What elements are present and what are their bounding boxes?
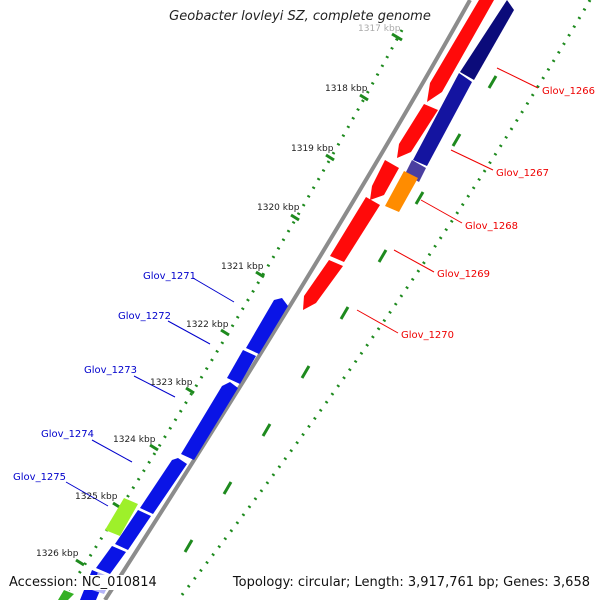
outer-tick-major-5 [339,306,350,320]
map-title: Geobacter lovleyi SZ, complete genome [169,9,431,24]
gene-label-glov-1271[interactable]: Glov_1271 [143,271,196,282]
gene-glov-1275[interactable] [105,498,138,536]
kbp-label-1325: 1325 kbp [75,492,118,502]
kbp-label-1322: 1322 kbp [186,320,229,330]
kbp-label-1323: 1323 kbp [150,378,193,388]
gene-glov-1270[interactable] [303,260,343,310]
kbp-label-1326: 1326 kbp [36,549,79,559]
outer-tick-major-6 [300,365,311,379]
kbp-label-1318: 1318 kbp [325,84,368,94]
inner-tick-major-1 [391,32,403,42]
outer-tick-major-9 [183,539,194,553]
inner-tick-ring [60,29,404,600]
leader-glov-1271 [192,277,235,303]
outer-tick-ring [176,0,592,600]
outer-tick-major-2 [451,133,462,147]
gene-glov-1273[interactable] [181,382,238,460]
gene-glov-1271[interactable] [246,298,288,354]
forward-strand-genes [58,298,288,600]
leader-glov-1268 [420,199,463,224]
reverse-gene-leaders [356,67,539,334]
gene-label-glov-1273[interactable]: Glov_1273 [84,365,137,376]
outer-tick-major-7 [261,423,272,437]
gene-glov-1274[interactable] [140,458,187,514]
gene-glov-1276-partial[interactable] [96,546,126,574]
leader-glov-1270 [356,309,399,334]
leader-glov-1269 [393,249,435,273]
inner-tick-major-7 [185,386,195,395]
kbp-label-1319: 1319 kbp [291,144,334,154]
kbp-label-1320: 1320 kbp [257,203,300,213]
topology-summary: Topology: circular; Length: 3,917,761 bp… [230,575,592,590]
inner-tick-major-5 [255,270,265,279]
kbp-label-1317: 1317 kbp [358,24,401,34]
gene-glov-1266[interactable] [427,0,494,102]
forward-gene-labels: Glov_1271 Glov_1272 Glov_1273 Glov_1274 … [13,271,196,483]
accession-label: Accession: NC_010814 [7,575,159,590]
inner-tick-major-4 [290,213,300,222]
kbp-label-1324: 1324 kbp [113,435,156,445]
outer-tick-major-8 [222,481,233,495]
gene-label-glov-1270[interactable]: Glov_1270 [401,330,454,341]
gene-label-glov-1269[interactable]: Glov_1269 [437,269,490,280]
inner-tick-major-8 [149,443,159,452]
leader-glov-1272 [167,320,211,345]
genome-backbone [103,0,472,600]
leader-glov-1266 [496,67,539,89]
gene-label-glov-1267[interactable]: Glov_1267 [496,168,549,179]
reverse-gene-labels: Glov_1266 Glov_1267 Glov_1268 Glov_1269 … [401,86,595,341]
gene-glov-1269-a[interactable] [370,160,399,200]
gene-label-glov-1266[interactable]: Glov_1266 [542,86,595,97]
gene-glov-1267-forward[interactable] [413,73,472,166]
forward-gene-leaders [65,277,235,507]
inner-tick-major-10 [75,558,85,567]
gene-glov-1266-partial[interactable] [460,0,514,80]
gene-glov-1268[interactable] [385,171,418,212]
inner-tick-major-3 [325,153,335,162]
outer-tick-major-3 [414,191,425,205]
leader-glov-1267 [450,149,494,171]
inner-tick-major-2 [359,93,369,102]
leader-glov-1275 [65,481,109,507]
gene-glov-1267[interactable] [397,104,438,158]
outer-tick-major-1 [487,75,498,89]
reverse-strand-genes [303,0,514,310]
gene-partial-green[interactable] [58,590,74,600]
gene-label-glov-1275[interactable]: Glov_1275 [13,472,66,483]
gene-glov-1272[interactable] [227,350,256,384]
leader-glov-1274 [91,439,133,463]
outer-tick-ring-path [176,0,592,600]
leader-glov-1273 [133,375,176,398]
gene-label-glov-1268[interactable]: Glov_1268 [465,221,518,232]
outer-tick-major-4 [377,249,388,263]
gene-label-glov-1272[interactable]: Glov_1272 [118,311,171,322]
gene-glov-1274b[interactable] [115,510,151,550]
inner-tick-major-6 [220,328,230,337]
gene-label-glov-1274[interactable]: Glov_1274 [41,429,94,440]
gene-glov-1269-b[interactable] [330,197,380,262]
kbp-tick-labels: 1317 kbp 1318 kbp 1319 kbp 1320 kbp 1321… [36,24,401,559]
kbp-label-1321: 1321 kbp [221,262,264,272]
inner-tick-ring-path [60,29,404,600]
